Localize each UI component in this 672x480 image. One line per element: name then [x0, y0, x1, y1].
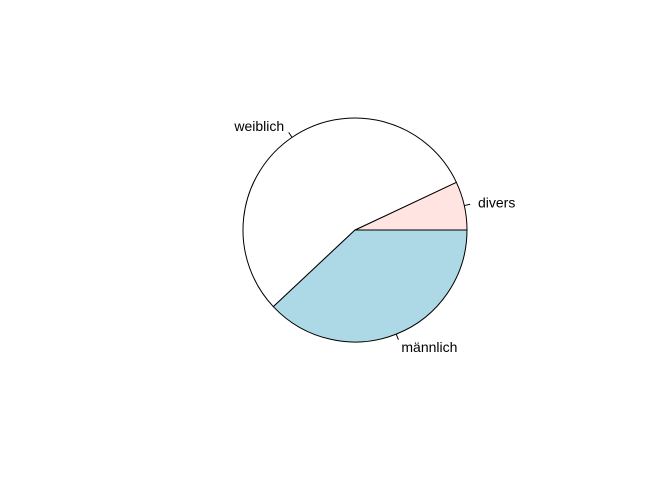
label-tick-weiblich [288, 132, 293, 138]
label-tick-divers [464, 203, 471, 207]
pie-label-mannlich: männlich [401, 339, 457, 355]
pie-label-divers: divers [478, 195, 515, 211]
pie-label-weiblich: weiblich [233, 118, 284, 134]
pie-labels: divers weiblich männlich [233, 118, 515, 355]
pie-slices [242, 117, 468, 343]
label-ticks [288, 132, 471, 340]
label-tick-mannlich [395, 333, 399, 340]
pie-slice-mannlich [272, 229, 468, 343]
